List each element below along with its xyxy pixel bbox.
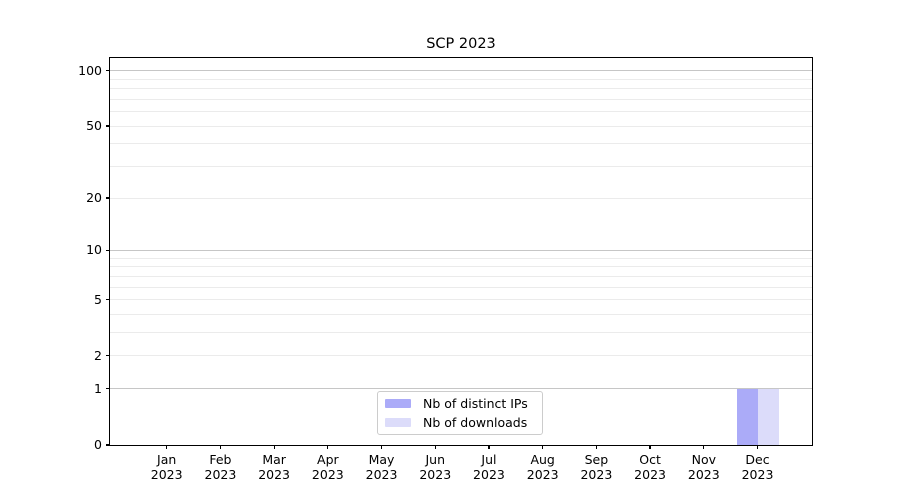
legend-swatch-icon [385,418,411,428]
x-tick-year: 2023 [580,466,613,482]
bar-dec-nb-of-distinct-ips [736,388,758,445]
x-tick-year: 2023 [204,466,237,482]
legend-label: Nb of downloads [423,415,528,431]
x-tick-month: Feb [209,452,232,467]
x-tick-jan [166,445,168,449]
legend-label: Nb of distinct IPs [423,395,528,411]
gridline-minor-60 [110,111,812,113]
x-tick-label-jan: Jan 2023 [135,452,199,482]
x-tick-label-aug: Aug 2023 [511,452,575,482]
x-tick-label-sep: Sep 2023 [564,452,628,482]
legend: Nb of distinct IPs Nb of downloads [377,391,543,435]
y-tick-100 [106,70,110,72]
gridline-minor-4 [110,313,812,315]
y-tick-10 [106,249,110,252]
chart-title: SCP 2023 [426,36,496,52]
x-tick-year: 2023 [150,466,183,482]
y-tick-label-0: 0 [94,437,102,452]
x-tick-label-oct: Oct 2023 [618,452,682,482]
y-tick-label-20: 20 [86,190,102,206]
x-tick-label-feb: Feb 2023 [188,452,252,482]
gridline-major-100 [110,70,812,72]
gridline-major-10 [110,249,812,251]
gridline-minor-20 [110,197,812,199]
gridline-minor-80 [110,88,812,90]
x-tick-month: Nov [691,452,716,467]
y-tick-label-10: 10 [86,242,102,258]
x-tick-month: Mar [262,452,286,467]
gridline-minor-50 [110,125,812,127]
y-tick-1 [106,388,110,390]
x-tick-feb [219,445,221,449]
x-tick-month: Apr [317,452,339,467]
gridline-minor-5 [110,299,812,301]
y-tick-label-1: 1 [94,380,102,396]
x-tick-month: Oct [639,452,661,467]
x-tick-aug [542,445,544,449]
x-tick-month: Jan [157,452,177,467]
x-tick-month: Sep [584,452,609,467]
gridline-minor-2 [110,355,812,357]
x-tick-jun [434,445,436,449]
x-tick-label-dec: Dec 2023 [726,452,790,482]
x-tick-jul [488,445,490,449]
x-tick-year: 2023 [687,466,720,482]
gridline-minor-3 [110,332,812,334]
y-tick-label-100: 100 [78,62,102,78]
x-tick-mar [273,445,275,449]
y-tick-label-50: 50 [86,118,102,134]
x-tick-label-jun: Jun 2023 [403,452,467,482]
x-tick-year: 2023 [741,466,774,482]
gridline-major-1 [110,388,812,390]
gridline-minor-30 [110,165,812,167]
gridline-minor-8 [110,266,812,268]
x-tick-month: Jul [481,452,497,467]
x-tick-month: Aug [530,452,555,467]
plot-area [109,57,813,446]
x-tick-label-may: May 2023 [350,452,414,482]
x-tick-year: 2023 [473,466,505,482]
x-tick-apr [327,445,329,449]
gridline-minor-7 [110,275,812,277]
y-tick-label-5: 5 [94,291,102,307]
bar-dec-nb-of-downloads [757,388,779,445]
y-tick-50 [106,125,110,127]
x-tick-oct [649,445,651,449]
gridline-minor-40 [110,143,812,145]
x-tick-year: 2023 [365,466,398,482]
x-tick-year: 2023 [419,466,452,482]
y-tick-20 [106,197,110,199]
y-tick-label-2: 2 [94,347,102,363]
y-tick-0 [106,444,110,446]
x-tick-month: May [368,452,395,467]
gridline-minor-6 [110,286,812,288]
x-tick-label-nov: Nov 2023 [672,452,736,482]
legend-entry-nb-of-downloads: Nb of downloads [385,415,536,432]
x-tick-month: Dec [745,452,770,467]
x-tick-year: 2023 [634,466,666,482]
x-tick-may [380,445,383,449]
y-tick-2 [106,355,110,357]
x-tick-year: 2023 [311,466,344,482]
x-tick-month: Jun [425,452,446,467]
legend-swatch-icon [385,398,411,408]
gridline-minor-9 [110,257,812,259]
x-tick-label-apr: Apr 2023 [296,452,360,482]
x-tick-sep [595,445,597,449]
x-tick-nov [703,445,705,449]
x-tick-dec [756,445,759,449]
y-tick-5 [106,299,110,301]
gridline-minor-70 [110,98,812,100]
x-tick-label-jul: Jul 2023 [457,452,521,482]
plot-canvas [110,58,812,445]
legend-entry-nb-of-distinct-ips: Nb of distinct IPs [385,395,536,412]
gridline-minor-90 [110,78,812,80]
x-tick-year: 2023 [258,466,291,482]
x-tick-label-mar: Mar 2023 [242,452,306,482]
x-tick-year: 2023 [526,466,559,482]
